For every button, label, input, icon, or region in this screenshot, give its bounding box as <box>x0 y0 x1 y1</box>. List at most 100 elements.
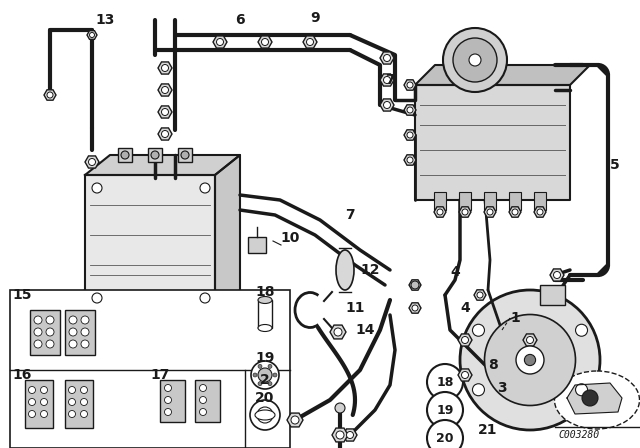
Text: C003280: C003280 <box>558 430 599 440</box>
Circle shape <box>161 86 168 94</box>
Polygon shape <box>404 155 416 165</box>
Polygon shape <box>330 325 346 339</box>
Circle shape <box>484 314 575 405</box>
Circle shape <box>92 183 102 193</box>
Circle shape <box>291 416 299 424</box>
Circle shape <box>472 324 484 336</box>
Circle shape <box>81 399 88 405</box>
Circle shape <box>268 382 272 386</box>
Polygon shape <box>567 383 622 414</box>
Circle shape <box>81 340 89 348</box>
Circle shape <box>164 396 172 404</box>
Ellipse shape <box>258 324 272 332</box>
Circle shape <box>34 328 42 336</box>
Circle shape <box>81 387 88 393</box>
Circle shape <box>575 384 588 396</box>
Circle shape <box>527 336 534 344</box>
Circle shape <box>40 410 47 418</box>
Text: 16: 16 <box>12 368 31 382</box>
Bar <box>195 380 220 422</box>
Circle shape <box>407 82 413 88</box>
Circle shape <box>253 373 257 377</box>
Text: 2: 2 <box>260 373 269 387</box>
Circle shape <box>40 399 47 405</box>
Circle shape <box>427 420 463 448</box>
Circle shape <box>200 384 207 392</box>
Circle shape <box>477 292 483 298</box>
Circle shape <box>512 209 518 215</box>
Circle shape <box>487 209 493 215</box>
Polygon shape <box>484 207 496 217</box>
Circle shape <box>69 316 77 324</box>
Circle shape <box>412 282 418 288</box>
Polygon shape <box>213 36 227 48</box>
Circle shape <box>161 65 168 72</box>
Circle shape <box>46 340 54 348</box>
Circle shape <box>411 281 419 289</box>
Polygon shape <box>287 413 303 427</box>
Circle shape <box>472 384 484 396</box>
Circle shape <box>258 364 262 368</box>
Ellipse shape <box>554 371 639 429</box>
Circle shape <box>554 271 561 279</box>
Circle shape <box>257 407 273 423</box>
Bar <box>65 310 95 355</box>
Bar <box>248 237 266 253</box>
Circle shape <box>407 107 413 113</box>
Text: 13: 13 <box>95 13 115 27</box>
Text: 7: 7 <box>345 208 355 222</box>
Circle shape <box>250 400 280 430</box>
Text: 7: 7 <box>385 73 395 87</box>
Polygon shape <box>550 269 564 281</box>
Polygon shape <box>44 90 56 100</box>
Circle shape <box>81 410 88 418</box>
Bar <box>534 192 546 210</box>
Text: 14: 14 <box>355 323 374 337</box>
Polygon shape <box>404 80 416 90</box>
Ellipse shape <box>255 410 275 420</box>
Circle shape <box>40 387 47 393</box>
Text: 20: 20 <box>255 391 275 405</box>
Circle shape <box>335 403 345 413</box>
Polygon shape <box>415 65 590 85</box>
Circle shape <box>161 108 168 116</box>
Bar <box>540 285 565 305</box>
Circle shape <box>34 316 42 324</box>
Circle shape <box>383 77 390 83</box>
Text: 20: 20 <box>436 431 454 444</box>
Bar <box>160 380 185 422</box>
Circle shape <box>46 316 54 324</box>
Circle shape <box>200 293 210 303</box>
Circle shape <box>268 364 272 368</box>
Circle shape <box>88 159 95 165</box>
Polygon shape <box>332 428 348 442</box>
Polygon shape <box>509 207 521 217</box>
Polygon shape <box>85 156 99 168</box>
Circle shape <box>161 130 168 138</box>
Bar <box>484 192 496 210</box>
Circle shape <box>68 410 76 418</box>
Polygon shape <box>415 85 570 200</box>
Circle shape <box>29 410 35 418</box>
Circle shape <box>383 55 390 61</box>
Circle shape <box>47 92 53 98</box>
Bar <box>65 380 93 428</box>
Circle shape <box>462 209 468 215</box>
Bar <box>509 192 521 210</box>
Circle shape <box>461 336 468 344</box>
Text: 3: 3 <box>497 381 507 395</box>
Text: 19: 19 <box>255 351 275 365</box>
Circle shape <box>121 151 129 159</box>
Bar <box>434 192 446 210</box>
Bar <box>258 300 272 328</box>
Polygon shape <box>459 207 471 217</box>
Circle shape <box>68 399 76 405</box>
Text: 21: 21 <box>478 423 497 437</box>
Circle shape <box>582 390 598 406</box>
Circle shape <box>68 387 76 393</box>
Text: 8: 8 <box>488 358 498 372</box>
Polygon shape <box>303 36 317 48</box>
Polygon shape <box>258 36 272 48</box>
Text: 11: 11 <box>345 301 365 315</box>
Text: 18: 18 <box>436 375 454 388</box>
